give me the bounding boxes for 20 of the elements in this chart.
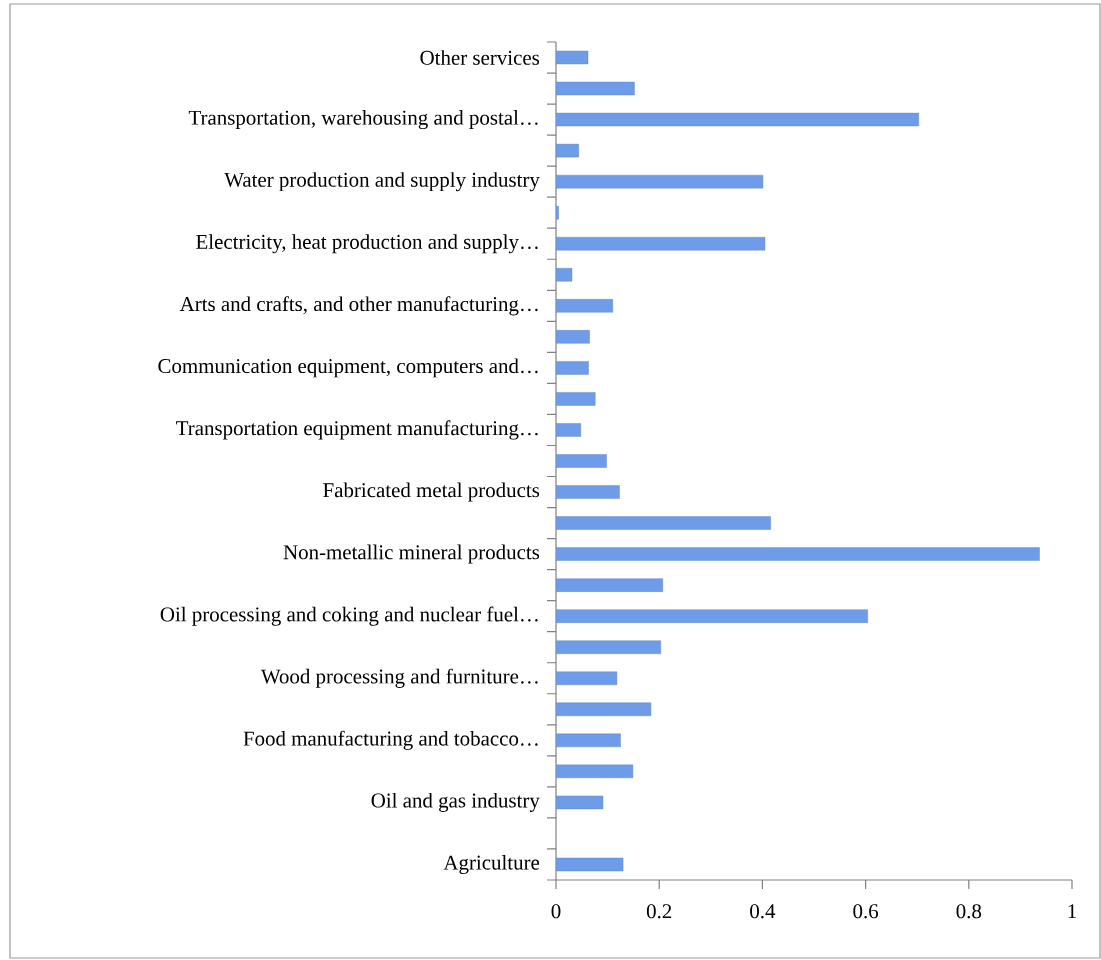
- y-tick-label: Electricity, heat production and supply…: [196, 234, 538, 254]
- y-tick-label: Food manufacturing and tobacco…: [243, 730, 538, 750]
- y-tick-label: Wood processing and furniture…: [260, 668, 538, 688]
- y-tick-label: Communication equipment, computers and…: [158, 358, 538, 378]
- y-tick-label: Other services: [420, 50, 540, 65]
- x-tick-label: 0.8: [956, 904, 982, 919]
- y-tick-label: Oil and gas industry: [371, 792, 540, 812]
- y-tick-label: Fabricated metal products: [323, 482, 540, 502]
- x-tick-label: 0.2: [646, 904, 672, 919]
- y-tick-label: Water production and supply industry: [224, 172, 540, 192]
- x-tick-label: 0.4: [750, 904, 776, 919]
- x-tick-label: 0.6: [853, 904, 879, 919]
- y-tick-label: Arts and crafts, and other manufacturing…: [179, 296, 538, 316]
- y-tick-label: Non-metallic mineral products: [283, 544, 540, 564]
- x-tick-label: 1: [1068, 904, 1076, 918]
- y-tick-label: Oil processing and coking and nuclear fuel…: [160, 606, 538, 626]
- x-tick-label: 0: [551, 904, 561, 919]
- y-tick-label: Agriculture: [443, 854, 540, 874]
- y-tick-label: Transportation, warehousing and postal…: [188, 110, 538, 130]
- y-tick-label: Transportation equipment manufacturing…: [176, 420, 538, 440]
